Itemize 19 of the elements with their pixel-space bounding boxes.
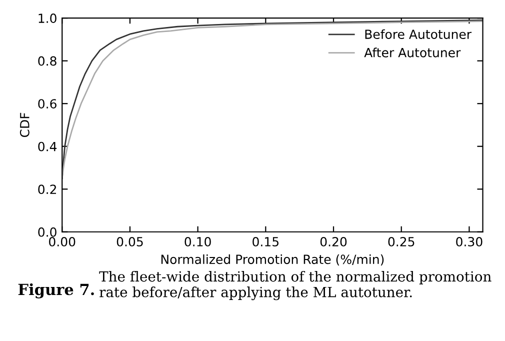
x-tick-label: 0.25 (388, 236, 414, 246)
x-tick-label: 0.20 (320, 236, 347, 246)
x-tick-label: 0.15 (252, 236, 278, 246)
x-axis-title: Normalized Promotion Rate (%/min) (161, 254, 384, 266)
y-axis-title: CDF (20, 112, 30, 138)
text: The fleet-wide distribution of the normalized promotion rate before/after applying the ML autotuner. (99, 270, 492, 300)
y-tick-label: 0.0 (38, 227, 56, 237)
legend-label: Before Autotuner (365, 29, 472, 39)
y-tick-label: 0.2 (38, 184, 56, 194)
x-tick-label: 0.05 (116, 236, 143, 246)
y-tick-label: 1.0 (38, 14, 56, 23)
x-tick-label: 0.10 (184, 236, 211, 246)
x-tick-label: 0.30 (456, 236, 482, 246)
caption: Figure 7. (18, 283, 94, 298)
y-tick-label: 0.6 (38, 99, 56, 109)
y-tick-label: 0.4 (38, 142, 57, 152)
legend-label: After Autotuner (364, 48, 461, 58)
y-tick-label: 0.8 (38, 56, 56, 66)
x-tick-label: 0.00 (49, 236, 76, 246)
